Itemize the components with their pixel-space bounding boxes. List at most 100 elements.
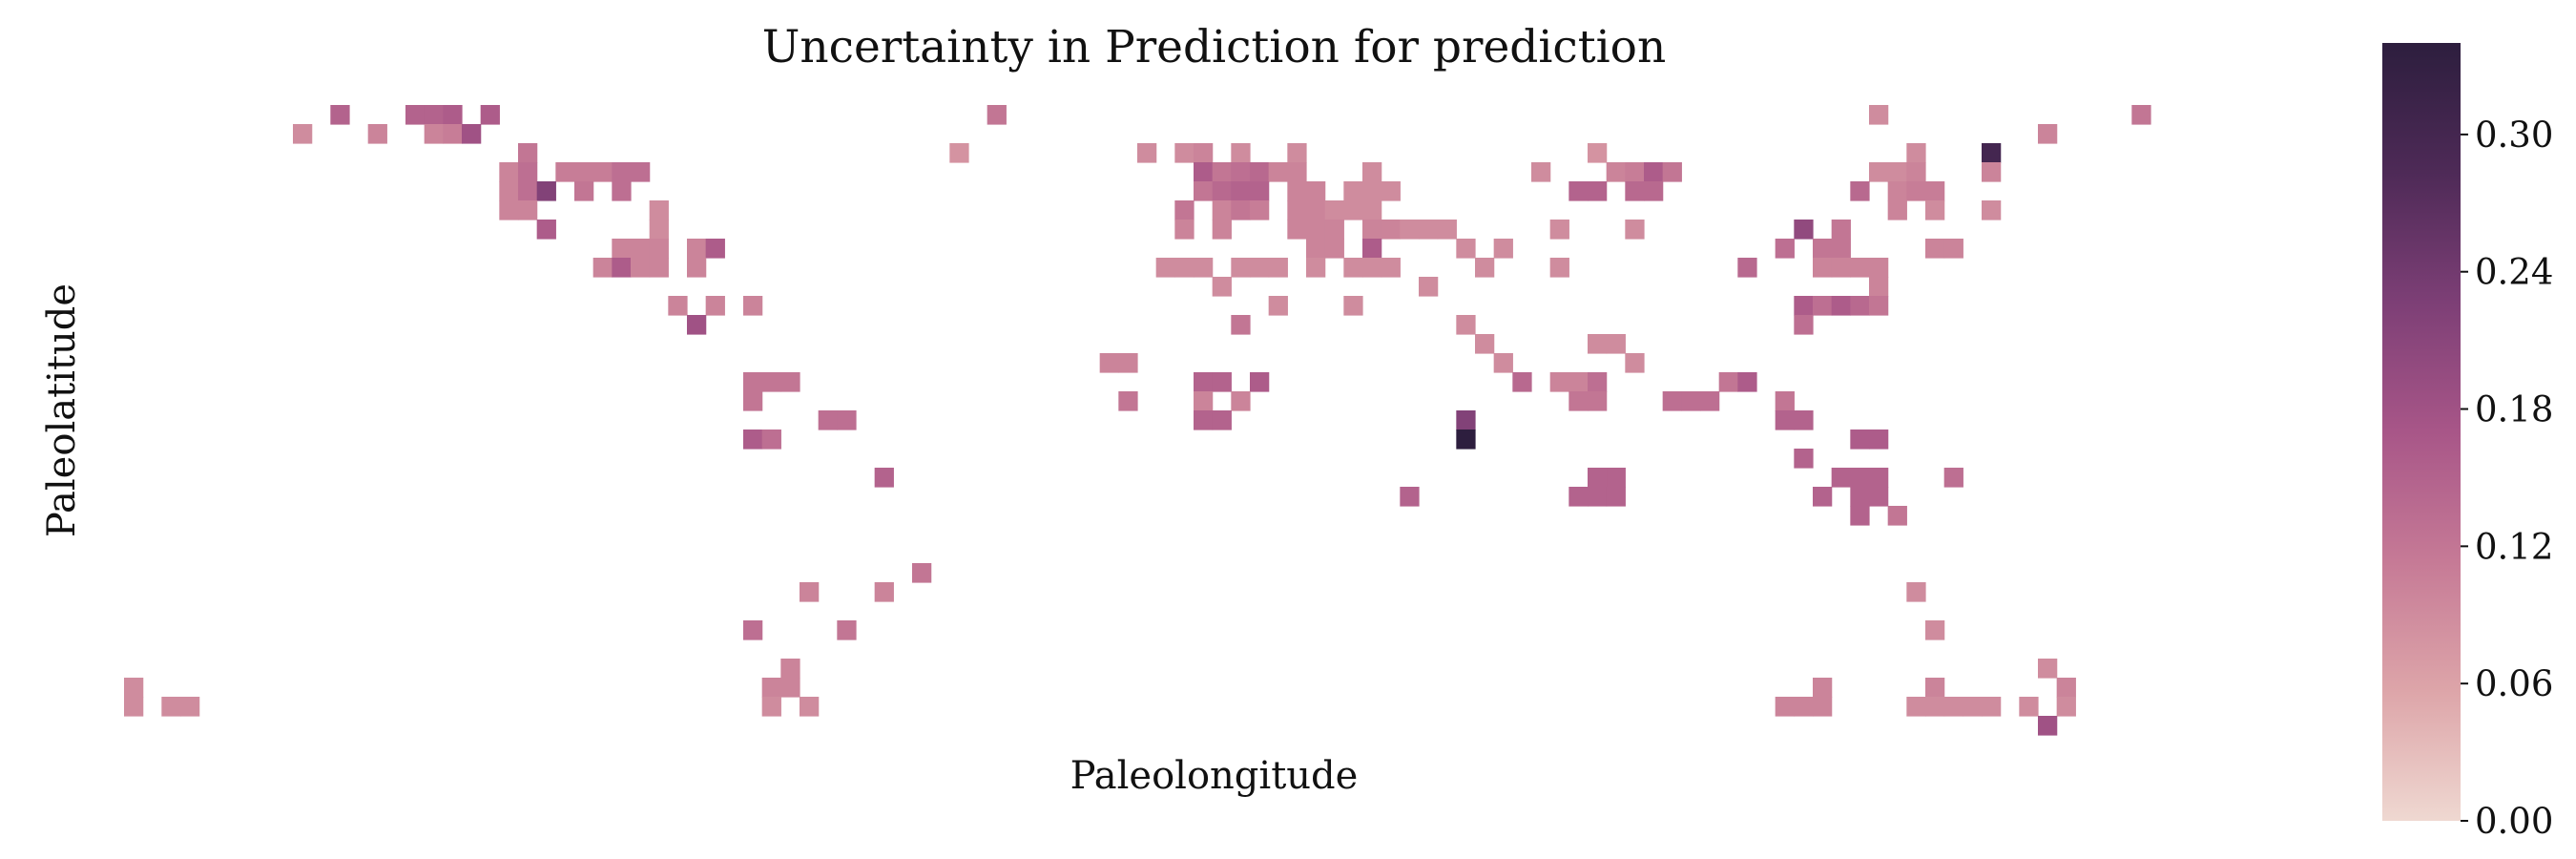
heatmap-cell [1343,296,1362,316]
heatmap-cell [1325,200,1344,220]
heatmap-cell [1794,410,1813,430]
heatmap-cell [1944,468,1963,488]
heatmap-cell [612,239,631,259]
heatmap-cell [1850,468,1869,488]
heatmap-cell [1343,258,1362,278]
heatmap-cell [1550,372,1569,392]
heatmap-cell [1869,296,1888,316]
heatmap-cell [1174,220,1194,240]
heatmap-cell [1888,162,1907,182]
heatmap-cell [1306,181,1325,201]
heatmap-cell [1287,181,1306,201]
heatmap-cell [1362,258,1381,278]
heatmap-cell [1776,239,1795,259]
heatmap-cell [499,181,518,201]
heatmap-cell [2038,124,2057,144]
heatmap-cell [2057,678,2076,698]
heatmap-cell [1568,487,1588,507]
colorbar-tick-label: 0.30 [2475,115,2553,156]
heatmap-cell [743,296,762,316]
heatmap-cell [1832,220,1851,240]
heatmap-cell [1231,391,1250,411]
heatmap-cell [1588,143,1607,163]
heatmap-cell [987,105,1007,125]
heatmap-cell [1813,487,1832,507]
heatmap-cell [1325,220,1344,240]
heatmap-cell [762,678,781,698]
heatmap-cell [1737,258,1756,278]
heatmap-cell [1813,296,1832,316]
heatmap-cell [1174,143,1194,163]
heatmap-cell [1588,487,1607,507]
heatmap-cell [1381,181,1401,201]
heatmap-cell [687,315,706,335]
heatmap-cell [1419,277,1438,297]
heatmap-cell [1269,162,1288,182]
heatmap-cell [481,105,500,125]
heatmap-cell [612,181,631,201]
heatmap-cell [1250,181,1269,201]
heatmap-cell [1850,506,1869,526]
heatmap-cell [1456,239,1475,259]
heatmap-cell [1888,506,1907,526]
heatmap-cell [1813,239,1832,259]
heatmap-cell [762,372,781,392]
heatmap-cell [2038,659,2057,679]
heatmap-cell [1306,258,1325,278]
heatmap-cell [780,372,800,392]
heatmap-cell [1550,220,1569,240]
heatmap-cell [1213,372,1232,392]
heatmap-cell [1287,143,1306,163]
heatmap-cell [1269,296,1288,316]
heatmap-cell [1137,143,1156,163]
heatmap-cell [593,162,613,182]
heatmap-cell [1794,449,1813,469]
heatmap-cell [1607,162,1626,182]
heatmap-cell [1231,162,1250,182]
heatmap-cell [1607,487,1626,507]
heatmap-cell [650,239,669,259]
heatmap-cell [2038,716,2057,736]
heatmap-cell [1118,353,1137,373]
heatmap-cell [612,258,631,278]
colorbar-gradient [2382,43,2461,821]
heatmap-cell [1194,410,1213,430]
heatmap-cell [462,124,481,144]
heatmap-cell [1644,181,1663,201]
heatmap-cell [1475,334,1494,354]
heatmap-cell [1400,220,1419,240]
heatmap-cell [1737,372,1756,392]
heatmap-cell [1663,391,1682,411]
heatmap-cell [800,582,819,602]
heatmap-cell [1381,258,1401,278]
heatmap-cell [499,200,518,220]
heatmap-cell [912,563,931,583]
heatmap-cell [1982,200,2001,220]
heatmap-cell [1156,258,1175,278]
heatmap-cell [1194,181,1213,201]
heatmap-cell [1194,372,1213,392]
heatmap-cell [1869,487,1888,507]
heatmap-cell [706,239,725,259]
heatmap-cell [1869,258,1888,278]
heatmap-cell [1362,181,1381,201]
heatmap-cell [1906,162,1925,182]
heatmap-cell [1813,697,1832,717]
heatmap-cell [1776,391,1795,411]
heatmap-cell [762,697,781,717]
colorbar-tick-label: 0.00 [2475,801,2553,842]
heatmap-cell [518,181,537,201]
heatmap-cell [1213,162,1232,182]
heatmap-cell [1588,334,1607,354]
heatmap-cell [1982,697,2001,717]
heatmap-cell [1194,143,1213,163]
heatmap-cell [743,372,762,392]
heatmap-cell [1306,200,1325,220]
heatmap-cell [875,582,894,602]
heatmap-cell [124,678,143,698]
heatmap-cell [1306,220,1325,240]
heatmap-cell [1625,162,1644,182]
heatmap-cell [1663,162,1682,182]
